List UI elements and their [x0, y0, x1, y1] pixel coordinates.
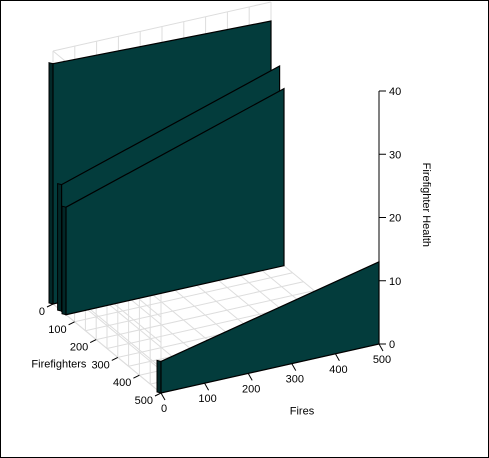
- y-tick-label: 500: [135, 395, 153, 407]
- y-tick-mark: [112, 357, 118, 360]
- x-tick-mark: [292, 364, 296, 371]
- x-tick-mark: [161, 393, 165, 400]
- x-tick-label: 300: [286, 374, 304, 386]
- data-ribbons: [49, 21, 379, 393]
- y-tick-label: 0: [39, 306, 45, 318]
- y-tick-mark: [133, 375, 139, 378]
- y-tick-mark: [155, 393, 161, 396]
- x-tick-label: 100: [198, 393, 216, 405]
- x-tick-mark: [379, 344, 383, 351]
- x-tick-mark: [205, 383, 209, 390]
- z-tick-label: 20: [389, 213, 401, 225]
- z-axis-title: Firefighter Health: [420, 163, 432, 247]
- y-tick-label: 400: [113, 377, 131, 389]
- x-tick-mark: [335, 354, 339, 361]
- z-tick-label: 10: [389, 276, 401, 288]
- z-tick-label: 30: [389, 149, 401, 161]
- x-tick-label: 200: [242, 383, 260, 395]
- x-tick-label: 0: [161, 403, 167, 415]
- y-tick-mark: [69, 322, 75, 325]
- x-tick-label: 500: [373, 354, 391, 366]
- y-tick-label: 100: [48, 324, 66, 336]
- x-tick-label: 400: [329, 364, 347, 376]
- z-tick-label: 40: [389, 86, 401, 98]
- y-tick-label: 300: [91, 359, 109, 371]
- y-tick-label: 200: [70, 342, 88, 354]
- y-tick-mark: [47, 304, 53, 307]
- y-axis-title: Firefighters: [31, 359, 87, 371]
- z-tick-label: 0: [389, 339, 395, 351]
- x-axis-title: Fires: [290, 406, 315, 418]
- y-tick-mark: [90, 340, 96, 343]
- x-tick-mark: [248, 373, 252, 380]
